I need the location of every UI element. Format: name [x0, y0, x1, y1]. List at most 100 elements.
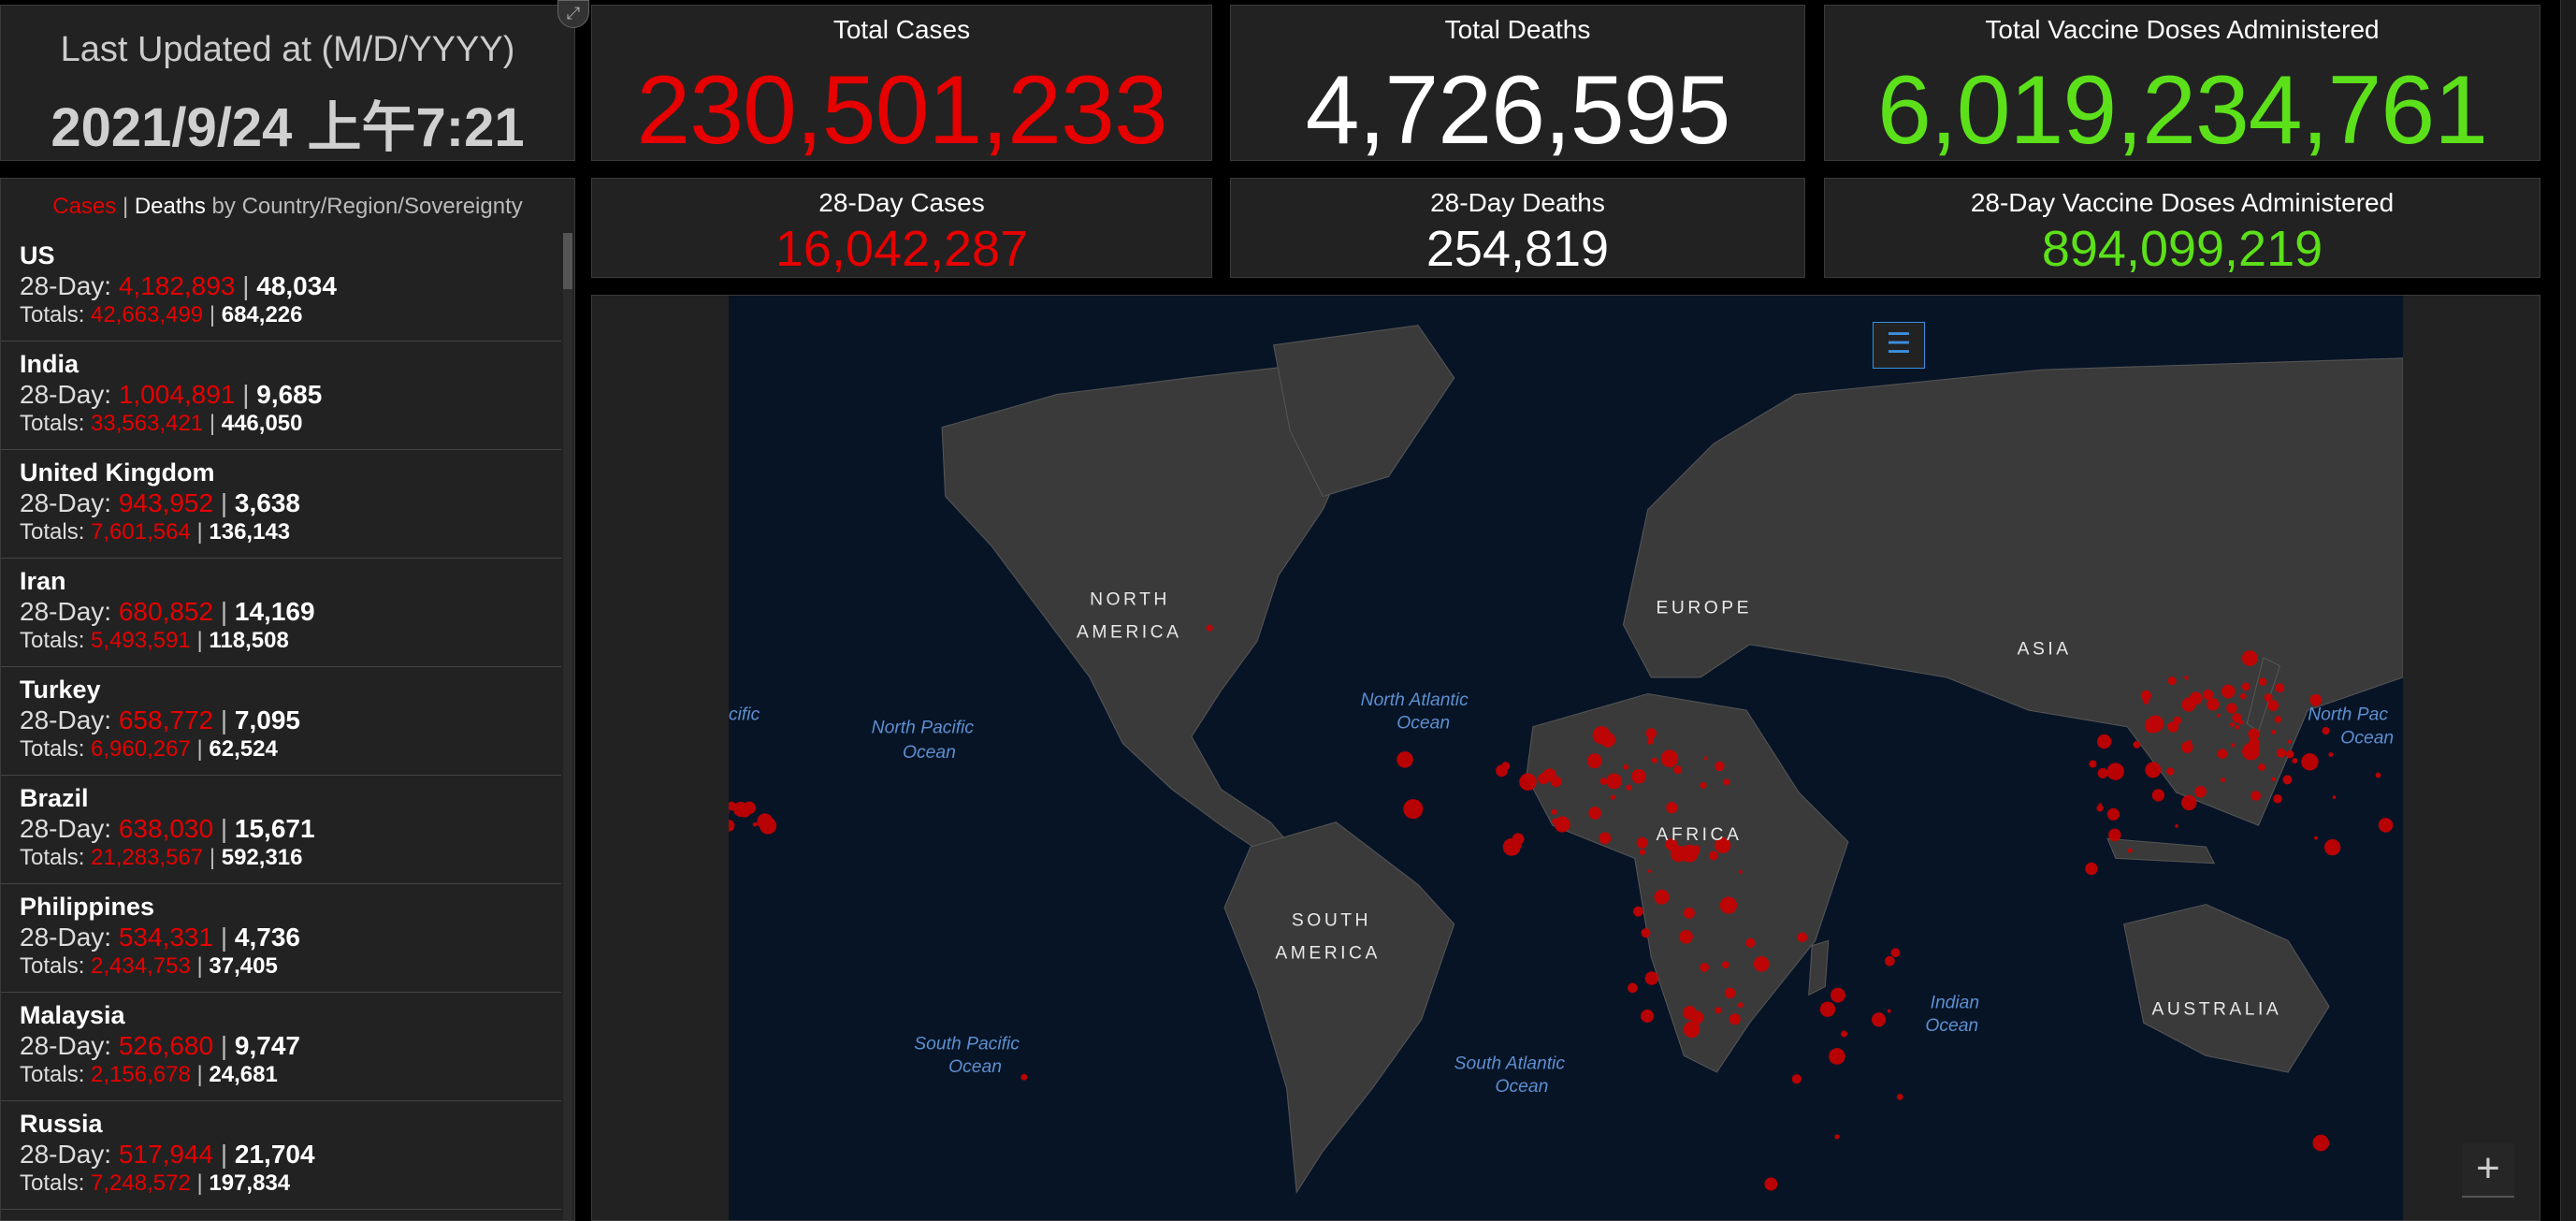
case-dot[interactable] [1797, 932, 1808, 943]
case-dot[interactable] [1715, 761, 1725, 772]
case-dot[interactable] [2378, 818, 2394, 833]
case-dot[interactable] [2322, 726, 2330, 735]
case-dot[interactable] [1834, 1134, 1840, 1140]
case-dot[interactable] [1514, 841, 1523, 850]
case-dot[interactable] [1673, 765, 1683, 775]
case-dot[interactable] [1502, 837, 1521, 856]
case-dot[interactable] [2194, 785, 2207, 798]
case-dot[interactable] [1626, 784, 1632, 791]
country-row[interactable]: Iran 28-Day: 680,852 | 14,169 Totals: 5,… [1, 559, 561, 667]
case-dot[interactable] [2181, 697, 2196, 712]
case-dot[interactable] [1729, 1013, 1741, 1025]
case-dot[interactable] [1610, 794, 1615, 800]
case-dot[interactable] [1738, 869, 1743, 874]
case-dot[interactable] [2282, 775, 2293, 785]
case-dot[interactable] [2285, 749, 2294, 759]
case-dot[interactable] [1745, 938, 1756, 948]
case-dot[interactable] [729, 807, 730, 817]
case-dot[interactable] [1542, 768, 1556, 782]
case-dot[interactable] [2166, 767, 2175, 776]
case-dot[interactable] [1719, 896, 1738, 914]
zoom-in-button[interactable]: + [2462, 1143, 2514, 1198]
country-row[interactable]: US 28-Day: 4,182,893 | 48,034 Totals: 42… [1, 233, 561, 342]
legend-list-icon[interactable]: ☰ [1873, 322, 1925, 369]
case-dot[interactable] [1654, 889, 1670, 905]
case-dot[interactable] [1551, 808, 1557, 815]
case-dot[interactable] [1641, 928, 1651, 938]
case-dot[interactable] [2217, 713, 2221, 718]
case-dot[interactable] [1628, 982, 1638, 994]
case-dot[interactable] [1646, 737, 1654, 745]
country-row[interactable]: Brazil 28-Day: 638,030 | 15,671 Totals: … [1, 776, 561, 884]
case-dot[interactable] [2323, 838, 2341, 856]
case-dot[interactable] [1599, 832, 1612, 845]
case-dot[interactable] [2238, 720, 2244, 725]
country-row[interactable]: Malaysia 28-Day: 526,680 | 9,747 Totals:… [1, 993, 561, 1101]
case-dot[interactable] [1715, 837, 1731, 854]
case-dot[interactable] [2147, 715, 2164, 733]
case-dot[interactable] [1600, 732, 1616, 748]
world-map[interactable]: NORTH AMERICA EUROPE ASIA AFRICA SOUTH A… [729, 296, 2403, 1221]
case-dot[interactable] [1639, 849, 1646, 855]
case-dot[interactable] [1599, 778, 1608, 785]
case-dot[interactable] [1636, 836, 1648, 849]
case-dot[interactable] [2167, 676, 2177, 686]
case-dot[interactable] [2221, 778, 2226, 783]
case-dot[interactable] [1683, 1021, 1700, 1039]
case-dot[interactable] [1666, 802, 1678, 814]
case-dot[interactable] [2106, 807, 2120, 821]
case-dot[interactable] [1644, 971, 1659, 985]
case-dot[interactable] [2241, 682, 2250, 691]
case-dot[interactable] [1819, 1001, 1836, 1017]
case-dot[interactable] [1721, 961, 1729, 969]
case-dot[interactable] [2187, 739, 2192, 744]
case-dot[interactable] [2127, 848, 2133, 853]
case-dot[interactable] [1715, 1007, 1722, 1014]
case-dot[interactable] [2207, 698, 2220, 711]
case-dot[interactable] [2217, 749, 2228, 760]
case-dot[interactable] [2274, 716, 2282, 723]
case-dot[interactable] [1871, 1012, 1887, 1027]
case-dot[interactable] [2089, 760, 2097, 768]
case-dot[interactable] [2332, 795, 2337, 799]
case-dot[interactable] [2096, 805, 2104, 812]
case-dot[interactable] [1586, 753, 1602, 769]
case-dot[interactable] [2184, 676, 2189, 680]
case-dot[interactable] [1660, 749, 1679, 768]
case-dot[interactable] [1700, 781, 1707, 790]
case-dot[interactable] [2226, 703, 2237, 714]
case-dot[interactable] [2328, 752, 2334, 758]
case-dot[interactable] [2151, 789, 2165, 802]
list-header-deaths[interactable]: Deaths [134, 194, 206, 219]
list-header-cases[interactable]: Cases [52, 194, 117, 219]
case-dot[interactable] [1631, 768, 1646, 784]
case-dot[interactable] [2264, 693, 2273, 703]
case-dot[interactable] [2230, 722, 2235, 727]
case-dot[interactable] [2309, 693, 2323, 706]
case-dot[interactable] [1890, 948, 1901, 958]
case-dot[interactable] [1753, 955, 1770, 972]
case-dot[interactable] [2276, 748, 2286, 758]
case-dot[interactable] [2098, 803, 2103, 807]
case-dot[interactable] [1403, 799, 1424, 820]
case-dot[interactable] [2314, 836, 2318, 840]
case-dot[interactable] [1723, 778, 1730, 786]
scrollbar-thumb[interactable] [563, 233, 572, 289]
case-dot[interactable] [2175, 824, 2178, 828]
case-dot[interactable] [1680, 844, 1699, 863]
case-dot[interactable] [1623, 763, 1629, 770]
case-dot[interactable] [2096, 734, 2112, 749]
case-dot[interactable] [2287, 739, 2292, 744]
case-dot[interactable] [2085, 862, 2098, 876]
case-dot[interactable] [729, 820, 735, 832]
case-dot[interactable] [2167, 721, 2179, 733]
case-dot[interactable] [1896, 1094, 1903, 1100]
case-dot[interactable] [2143, 699, 2149, 705]
case-dot[interactable] [1831, 987, 1845, 1003]
country-row[interactable]: Russia 28-Day: 517,944 | 21,704 Totals: … [1, 1101, 561, 1210]
case-dot[interactable] [1633, 906, 1643, 917]
case-dot[interactable] [1651, 757, 1657, 763]
case-dot[interactable] [1841, 1030, 1848, 1038]
case-dot[interactable] [2375, 772, 2381, 778]
list-scrollbar[interactable] [563, 233, 572, 1220]
